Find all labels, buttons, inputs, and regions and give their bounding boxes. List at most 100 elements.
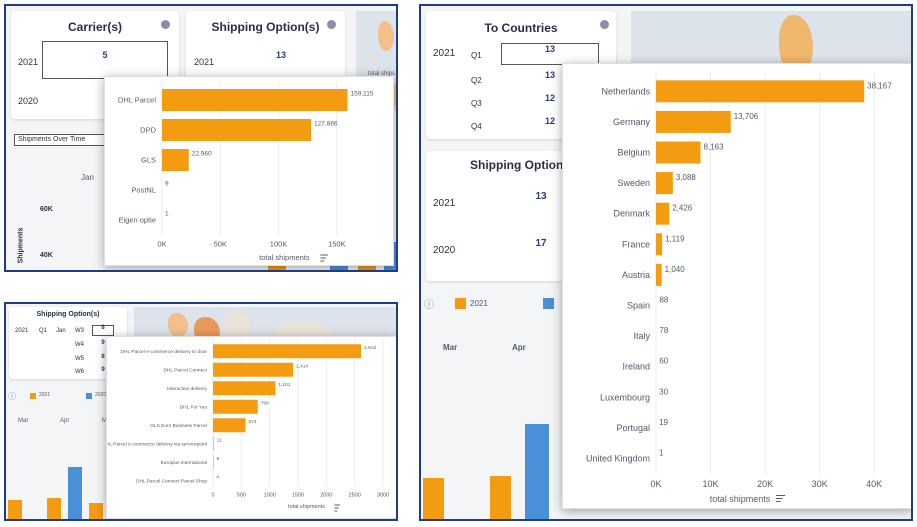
countries-title: To Countries <box>484 21 558 35</box>
shipping-options-title: Shipping Option(s) <box>36 311 100 318</box>
bar-value-label: 1,414 <box>296 364 308 370</box>
week-w4: W4 <box>75 342 84 348</box>
carriers-2021-value: 5 <box>102 50 108 60</box>
bar <box>213 455 214 470</box>
category-label: Germany <box>613 117 651 127</box>
bar-value-label: 38,167 <box>867 81 892 90</box>
category-label: GLS <box>141 156 156 165</box>
panel-carriers: Carrier(s) 2021 5 2020 Shipping Option(s… <box>4 4 398 272</box>
bar <box>656 202 670 225</box>
bar-value-label: 30 <box>659 387 668 396</box>
bar-fragment <box>423 478 444 519</box>
bar-fragment <box>68 467 82 519</box>
bar-value-label: 88 <box>659 296 668 305</box>
legend-swatch-2020 <box>86 393 92 399</box>
year-2020: 2020 <box>433 245 456 256</box>
y-tick: 60K <box>40 206 53 213</box>
week-w4-value: 9 <box>101 340 105 346</box>
sort-icon-line <box>320 260 325 262</box>
year-2021: 2021 <box>15 328 29 334</box>
bar <box>656 233 663 256</box>
bar <box>656 263 662 286</box>
category-label: Netherlands <box>601 86 650 96</box>
x-tick-label: 50K <box>214 240 227 249</box>
category-label: Ireland <box>622 362 650 372</box>
bar <box>213 344 362 359</box>
quarter-q2: Q2 <box>471 76 482 85</box>
month-apr: Apr <box>60 418 70 424</box>
category-label: DHL Parcel Connect Parcel Shop <box>136 478 207 484</box>
bar <box>213 362 294 377</box>
x-tick-label: 1000 <box>264 493 276 499</box>
panel-countries: To Countries 2021 Q1 13 Q2 13 Q3 12 Q4 1… <box>419 4 913 521</box>
bar-fragment <box>47 498 61 519</box>
bar-value-label: 13,706 <box>734 112 759 121</box>
bar-value-label: 19 <box>659 418 668 427</box>
map-label: total ships <box>368 71 396 77</box>
category-label: Interactive delivery <box>167 386 208 392</box>
week-w3-cell[interactable] <box>92 325 114 336</box>
bar <box>656 110 731 133</box>
x-tick-label: 0 <box>211 493 214 499</box>
x-tick-label: 40K <box>866 479 882 489</box>
country-chart-popup: 0K 10K 20K 30K 40K total shipments Netherlands… <box>562 63 911 509</box>
bar-value-label: 1 <box>659 449 664 458</box>
info-dot-icon[interactable] <box>600 20 609 29</box>
bar-value-label: 11 <box>217 438 222 444</box>
bar <box>656 172 673 195</box>
sort-icon-line <box>320 257 327 259</box>
category-label: PostNL <box>131 186 156 195</box>
carriers-2021-cell[interactable] <box>42 41 168 79</box>
category-label: DHL Parcel e-commerce delivery via servi… <box>107 441 208 447</box>
x-axis-label: total shipments <box>288 504 325 510</box>
q1-value: 13 <box>544 44 555 54</box>
bar-fragment <box>89 503 103 519</box>
category-label: Italy <box>633 331 650 341</box>
month-mar: Mar <box>443 343 458 352</box>
sort-icon-line <box>776 495 785 496</box>
info-icon[interactable]: ⓘ <box>424 300 434 311</box>
shipping-option-bar-chart: 0 500 1000 1500 2000 2500 3000 total shipments D… <box>107 338 389 512</box>
info-icon[interactable]: ⓘ <box>8 392 16 401</box>
timeline-select[interactable]: Shipments Over Time <box>14 134 110 146</box>
bar-value-label: 9 <box>217 456 220 462</box>
shipping-title: Shipping Option( <box>470 158 568 172</box>
bar <box>656 80 865 103</box>
info-dot-icon[interactable] <box>327 20 336 29</box>
week-w6: W6 <box>75 369 84 375</box>
bar-value-label: 8,163 <box>704 143 725 152</box>
month-apr: Apr <box>512 343 526 352</box>
quarter-q1: Q1 <box>39 328 48 334</box>
x-tick-label: 3000 <box>377 493 389 499</box>
bar-value-label: 790 <box>261 401 269 407</box>
shipping-title: Shipping Option(s) <box>211 20 320 34</box>
ship-2020-value: 17 <box>535 238 547 249</box>
bar <box>162 89 348 111</box>
x-tick-label: 0K <box>157 240 166 249</box>
bar-value-label: 9 <box>165 181 169 188</box>
x-tick-label: 30K <box>812 479 828 489</box>
month-mar: Mar <box>18 418 29 424</box>
bar-value-label: 22,960 <box>192 151 212 158</box>
info-dot-icon[interactable] <box>161 20 170 29</box>
week-w5-value: 8 <box>101 354 105 360</box>
bar-value-label: 1,101 <box>278 382 290 388</box>
bar-value-label: 1,040 <box>665 265 686 274</box>
x-tick-label: 1500 <box>292 493 304 499</box>
quarter-q4: Q4 <box>471 122 482 131</box>
bar-value-label: 1,119 <box>665 234 685 243</box>
x-tick-label: 0K <box>650 479 661 489</box>
country-bar-chart: 0K 10K 20K 30K 40K total shipments Netherlands… <box>586 72 892 504</box>
bar-value-label: 60 <box>659 357 668 366</box>
x-tick-label: 10K <box>703 479 719 489</box>
x-tick-label: 500 <box>237 493 246 499</box>
category-label: Belgium <box>617 148 650 158</box>
bar-value-label: 1 <box>165 211 169 218</box>
month-jan: Jan <box>56 328 66 334</box>
week-w3: W3 <box>75 328 84 334</box>
bar-value-label: 4 <box>216 475 219 481</box>
ship-2021-value: 13 <box>535 191 547 202</box>
q1-cell[interactable] <box>501 43 599 65</box>
category-label: Austria <box>622 270 650 280</box>
bar-fragment <box>490 476 511 519</box>
